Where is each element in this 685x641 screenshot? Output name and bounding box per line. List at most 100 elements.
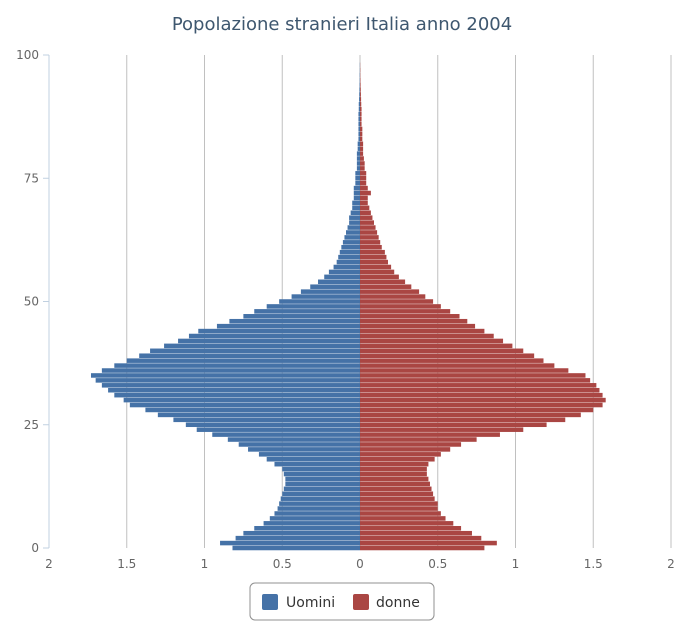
bar-uomini-age-46[interactable] [229,318,360,324]
bar-uomini-age-82[interactable] [357,141,360,147]
bar-uomini-age-74[interactable] [355,180,360,186]
bar-uomini-age-13[interactable] [285,481,360,487]
bar-uomini-age-30[interactable] [123,397,360,403]
bar-donne-age-77[interactable] [360,166,365,171]
bar-donne-age-75[interactable] [360,175,367,181]
bar-donne-age-90[interactable] [360,102,362,107]
bar-donne-age-18[interactable] [360,456,435,462]
bar-uomini-age-7[interactable] [274,511,360,516]
bar-donne-age-8[interactable] [360,506,438,511]
bar-uomini-age-81[interactable] [357,146,360,151]
bar-donne-age-49[interactable] [360,304,441,309]
bar-uomini-age-21[interactable] [238,442,360,447]
bar-uomini-age-88[interactable] [358,111,360,117]
bar-uomini-age-47[interactable] [243,314,360,319]
bar-uomini-age-25[interactable] [185,422,360,428]
bar-donne-age-65[interactable] [360,225,376,230]
bar-uomini-age-69[interactable] [352,205,360,211]
bar-uomini-age-58[interactable] [336,259,360,265]
legend-item-donne[interactable]: donne [353,594,420,611]
bar-donne-age-11[interactable] [360,491,434,497]
bar-uomini-age-87[interactable] [358,116,360,122]
bar-uomini-age-42[interactable] [178,338,360,344]
bar-uomini-age-28[interactable] [145,407,360,413]
bar-donne-age-59[interactable] [360,254,387,260]
bar-donne-age-25[interactable] [360,422,547,428]
bar-uomini-age-67[interactable] [349,215,360,220]
bar-donne-age-12[interactable] [360,486,432,492]
bar-uomini-age-19[interactable] [258,452,360,457]
bar-uomini-age-22[interactable] [227,437,360,442]
bar-donne-age-42[interactable] [360,338,504,344]
bar-donne-age-87[interactable] [360,116,362,122]
bar-donne-age-76[interactable] [360,171,367,176]
bar-uomini-age-52[interactable] [300,289,360,294]
bar-uomini-age-63[interactable] [344,235,360,240]
bar-donne-age-28[interactable] [360,407,594,413]
bar-donne-age-64[interactable] [360,230,378,235]
bar-donne-age-30[interactable] [360,397,606,403]
bar-uomini-age-92[interactable] [359,92,360,97]
bar-uomini-age-75[interactable] [355,175,360,181]
bar-donne-age-72[interactable] [360,190,371,196]
bar-donne-age-60[interactable] [360,249,385,255]
bar-uomini-age-20[interactable] [248,447,360,452]
bar-donne-age-47[interactable] [360,314,460,319]
bar-donne-age-0[interactable] [360,545,485,551]
bar-donne-age-62[interactable] [360,240,381,245]
bar-donne-age-82[interactable] [360,141,364,147]
bar-uomini-age-84[interactable] [358,131,360,137]
bar-donne-age-84[interactable] [360,131,363,137]
bar-donne-age-92[interactable] [360,92,361,97]
bar-donne-age-80[interactable] [360,151,364,156]
bar-uomini-age-36[interactable] [101,368,361,373]
bar-donne-age-81[interactable] [360,146,364,151]
bar-donne-age-68[interactable] [360,210,371,216]
bar-donne-age-83[interactable] [360,136,363,142]
bar-donne-age-9[interactable] [360,501,438,506]
bar-donne-age-93[interactable] [360,87,361,92]
bar-donne-age-88[interactable] [360,111,362,117]
bar-donne-age-23[interactable] [360,432,500,437]
bar-donne-age-53[interactable] [360,284,412,289]
bar-donne-age-71[interactable] [360,195,368,201]
bar-donne-age-27[interactable] [360,412,581,418]
bar-uomini-age-18[interactable] [266,456,360,462]
bar-uomini-age-80[interactable] [356,151,360,156]
bar-uomini-age-56[interactable] [328,269,360,275]
bar-uomini-age-5[interactable] [263,521,360,526]
bar-uomini-age-9[interactable] [279,501,360,506]
bar-uomini-age-6[interactable] [269,516,360,521]
bar-uomini-age-15[interactable] [283,471,360,477]
bar-uomini-age-78[interactable] [356,161,360,166]
bar-donne-age-33[interactable] [360,383,597,388]
bar-uomini-age-32[interactable] [108,387,360,393]
bar-uomini-age-86[interactable] [358,121,360,127]
bar-donne-age-31[interactable] [360,392,603,398]
bar-uomini-age-11[interactable] [282,491,360,497]
bar-uomini-age-76[interactable] [355,171,360,176]
bar-donne-age-52[interactable] [360,289,420,294]
bar-uomini-age-64[interactable] [346,230,360,235]
bar-uomini-age-29[interactable] [129,402,360,408]
bar-uomini-age-70[interactable] [352,200,360,206]
bar-uomini-age-91[interactable] [359,97,360,102]
bar-uomini-age-48[interactable] [254,309,360,314]
bar-donne-age-38[interactable] [360,358,544,363]
bar-donne-age-89[interactable] [360,106,362,112]
bar-uomini-age-77[interactable] [356,166,360,171]
bar-uomini-age-4[interactable] [254,526,360,531]
bar-donne-age-16[interactable] [360,466,427,472]
legend-item-uomini[interactable]: Uomini [262,594,335,611]
bar-donne-age-46[interactable] [360,318,468,324]
bar-donne-age-21[interactable] [360,442,462,447]
bar-donne-age-44[interactable] [360,328,485,334]
bar-uomini-age-60[interactable] [339,249,360,255]
bar-uomini-age-72[interactable] [353,190,360,196]
bar-uomini-age-8[interactable] [277,506,360,511]
bar-uomini-age-54[interactable] [318,279,360,285]
bar-donne-age-35[interactable] [360,373,586,378]
bar-uomini-age-12[interactable] [283,486,360,492]
bar-uomini-age-37[interactable] [114,363,360,368]
bar-uomini-age-0[interactable] [232,545,360,551]
